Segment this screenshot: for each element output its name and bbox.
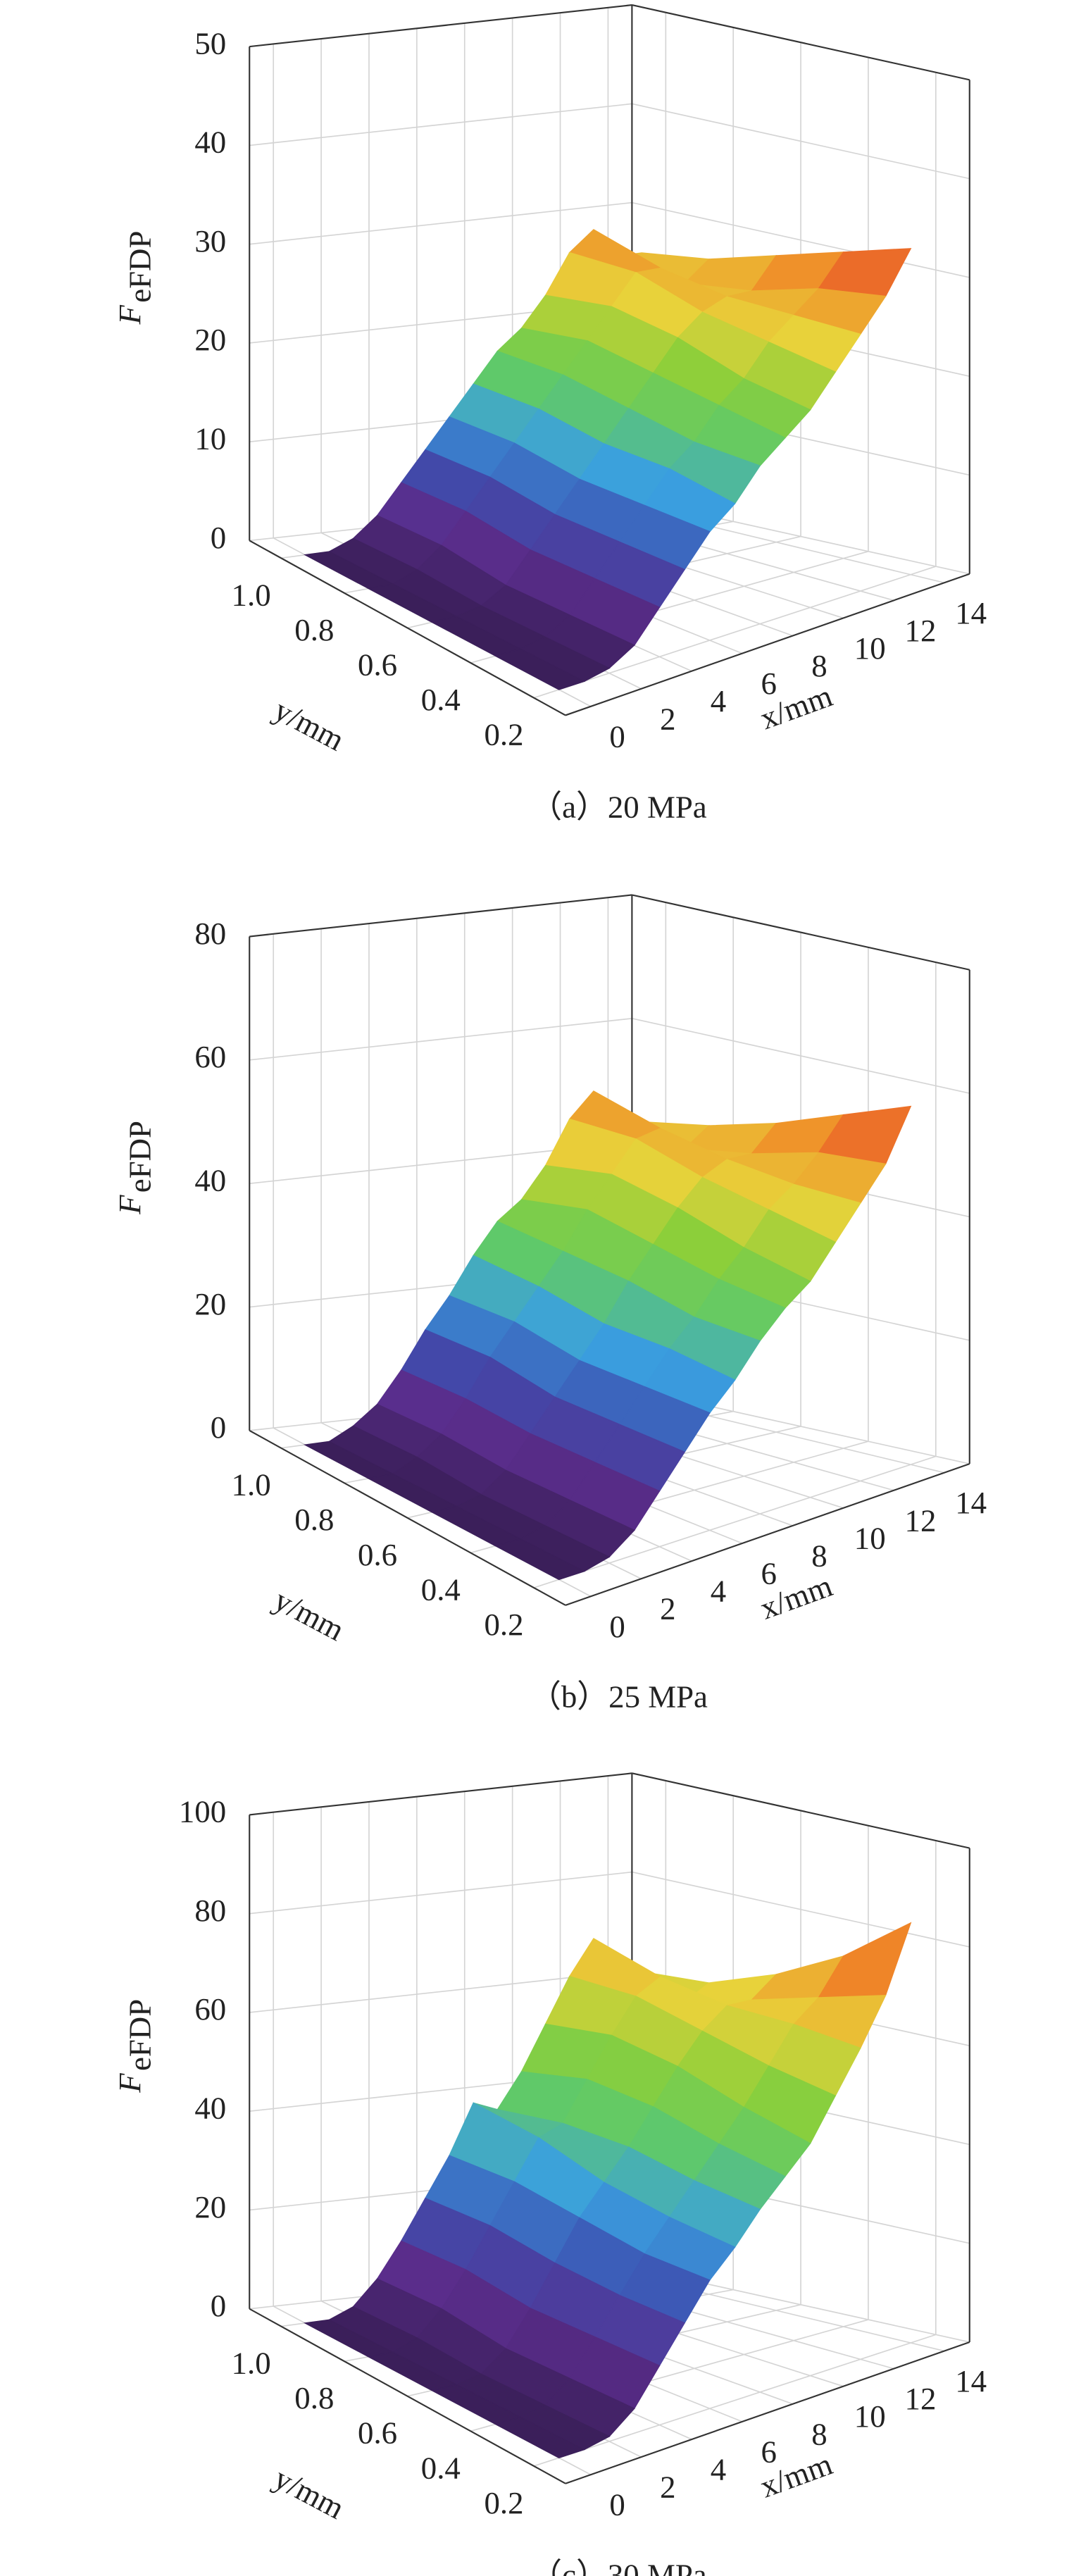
grid-line [249,1871,632,1915]
caption: （c）30 MPa [530,2558,707,2576]
y-tick-label: 0.2 [485,2485,524,2520]
z-tick-label: 0 [211,1410,226,1445]
y-tick-label: 0.2 [485,1607,524,1642]
caption: （b）25 MPa [530,1679,708,1715]
z-tick-label: 30 [194,223,226,259]
x-tick-label: 6 [761,666,777,701]
x-tick-label: 12 [905,2381,937,2416]
y-tick-label: 0.2 [485,717,524,752]
z-tick-label: 40 [194,2090,226,2125]
z-tick-label: 20 [194,2189,226,2225]
y-tick-label: 1.0 [232,1467,271,1502]
grid-line [249,1017,632,1061]
x-tick-label: 0 [609,1609,625,1644]
x-tick-label: 2 [660,2470,675,2505]
surface-patch [494,2416,586,2459]
x-tick-label: 10 [854,630,886,666]
x-tick-label: 8 [811,648,827,683]
axis-edge [249,894,632,938]
y-axis-label: y/mm [268,2460,350,2526]
x-tick-label: 0 [609,2487,625,2522]
x-tick-label: 12 [905,613,937,648]
z-tick-label: 80 [194,916,226,951]
grid-line [533,2334,937,2467]
axis-edge [249,2308,566,2484]
y-tick-label: 0.6 [358,1537,397,1572]
x-tick-label: 4 [711,2452,726,2487]
x-tick-label: 8 [811,1538,827,1573]
z-tick-label: 80 [194,1893,226,1928]
y-tick-label: 1.0 [232,577,271,612]
x-tick-label: 14 [955,2363,987,2398]
x-tick-label: 8 [811,2416,827,2451]
z-tick-label: 0 [211,2288,226,2323]
y-tick-label: 0.6 [358,647,397,682]
z-axis-label-sub: eFDP [122,231,157,303]
axis-edge [249,1772,632,1816]
y-tick-label: 0.6 [358,2415,397,2451]
x-tick-label: 2 [660,1591,675,1626]
z-axis-label-main: F [112,2073,147,2093]
axis-edge [565,1463,970,1606]
axis-edge [632,1772,970,1849]
axis-edge [565,573,970,716]
z-tick-label: 50 [194,25,226,61]
axis-edge [249,540,566,716]
y-tick-label: 0.8 [294,2380,334,2415]
x-tick-label: 14 [955,595,987,630]
y-tick-label: 0.4 [421,1572,461,1607]
z-tick-label: 60 [194,1991,226,2027]
z-tick-label: 100 [179,1794,226,1829]
x-tick-label: 10 [854,2398,886,2434]
z-tick-label: 40 [194,125,226,160]
surface-patch [494,648,586,690]
z-tick-label: 20 [194,322,226,357]
axis-edge [249,1429,566,1606]
grid-line [249,1970,632,2013]
surface-chart: 020406080100024681012140.20.40.60.81.0x/… [112,1772,987,2576]
y-tick-label: 0.4 [421,682,461,717]
x-tick-label: 6 [761,2434,777,2469]
grid-line [249,103,632,147]
surface-patch [494,1538,586,1581]
grid-line [533,1455,937,1588]
z-tick-label: 40 [194,1162,226,1197]
grid-line [249,201,632,245]
x-tick-label: 2 [660,701,675,736]
grid-line [533,566,937,699]
y-tick-label: 0.4 [421,2450,461,2485]
z-tick-label: 60 [194,1039,226,1074]
caption: （a）20 MPa [530,789,707,824]
x-tick-label: 6 [761,1556,777,1591]
z-axis-label-main: F [112,1195,147,1215]
x-tick-label: 12 [905,1502,937,1538]
x-tick-label: 10 [854,1520,886,1555]
y-axis-label: y/mm [268,692,350,757]
z-tick-label: 10 [194,421,226,456]
y-tick-label: 1.0 [232,2346,271,2381]
axis-edge [632,4,970,81]
x-tick-label: 4 [711,683,726,718]
z-axis-label-sub: eFDP [122,1999,157,2071]
x-tick-label: 4 [711,1574,726,1609]
y-tick-label: 0.8 [294,612,334,647]
axis-edge [632,894,970,971]
x-tick-label: 0 [609,718,625,754]
z-axis-label-main: F [112,304,147,325]
surface-chart: 020406080024681012140.20.40.60.81.0x/mmy… [112,894,987,1715]
y-tick-label: 0.8 [294,1502,334,1537]
axis-edge [249,4,632,48]
z-tick-label: 0 [211,520,226,555]
axis-edge [565,2341,970,2484]
z-axis-label-sub: eFDP [122,1121,157,1193]
x-tick-label: 14 [955,1485,987,1520]
surface-chart: 01020304050024681012140.20.40.60.81.0x/m… [112,4,987,824]
y-axis-label: y/mm [268,1582,350,1648]
z-tick-label: 20 [194,1286,226,1321]
